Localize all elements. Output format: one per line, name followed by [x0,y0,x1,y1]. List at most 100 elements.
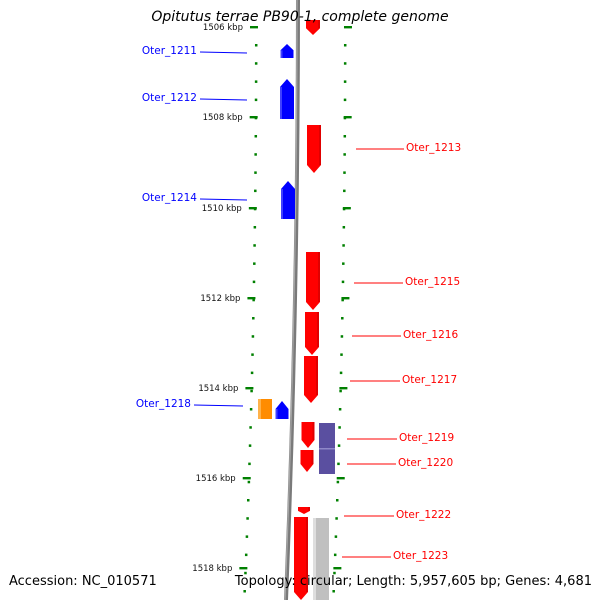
ruler-dot-left [252,298,255,302]
gene-label-oter-1216[interactable]: Oter_1216 [403,329,458,341]
leader-line-oter-1211 [199,51,248,54]
ruler-dot-right [334,535,338,538]
scale-tick-mark-left [247,297,256,300]
scale-tick-mark-left [245,387,254,390]
scale-tick-mark-right [339,387,348,390]
gene-feature-partial-top[interactable] [306,20,320,35]
ruler-dot-right [342,262,345,265]
gene-label-oter-1219[interactable]: Oter_1219 [399,432,454,444]
leader-line-oter-1214 [199,198,248,201]
ruler-dot-left [247,480,251,484]
gene-feature-oter-1211-shade [280,50,283,58]
leader-line-oter-1212 [199,98,248,101]
ruler-dot-left [251,335,255,338]
genome-title: Opitutus terrae PB90-1, complete genome [151,9,449,25]
scale-tick-mark-right [341,297,350,300]
gene-feature-oter-1219-shade [312,422,315,440]
ruler-dot-left [253,244,256,247]
ruler-dot-right [343,62,347,65]
scale-tick-mark-right [333,567,342,570]
gene-feature-oter-1216[interactable] [305,312,319,355]
ruler-dot-left [244,571,247,575]
gene-feature-oter-1213[interactable] [307,125,321,173]
ruler-dot-left [249,426,252,429]
gene-label-oter-1213[interactable]: Oter_1213 [406,142,461,154]
gene-label-oter-1220[interactable]: Oter_1220 [398,457,453,469]
gene-labels: Oter_1211 Oter_1212 Oter_1213 Oter_1214 Oter… [136,45,461,562]
scale-tick-label: 1514 kbp [198,384,238,394]
ruler-dot-left [254,44,258,47]
genome-backbone [284,0,300,600]
gene-feature-oter-1218[interactable] [275,401,289,419]
gene-feature-oter-1218-shade [275,409,278,419]
scale-tick-label: 1508 kbp [203,113,243,123]
ruler-dot-right [339,389,342,393]
ruler-dot-left [248,462,251,466]
ruler-dot-left [243,590,246,593]
scale-tick-label: 1512 kbp [200,294,240,304]
gene-feature-oter-1219[interactable] [301,422,315,448]
ruler-dot-right [339,371,343,375]
scale-ticks: 1506 kbp 1508 kbp 1510 kbp 1512 kbp 1514 kbp… [192,23,352,574]
gene-label-oter-1217[interactable]: Oter_1217 [402,374,457,386]
gene-feature-oter-1212-shade [280,87,282,119]
ruler-dot-right [333,571,336,575]
gene-feature-oter-1212[interactable] [280,79,294,119]
gene-feature-purple-divider [319,448,335,450]
ruler-dot-left [244,553,248,557]
gene-feature-oter-1220-shade [311,450,314,464]
ruler-dot-left [254,135,258,138]
gene-feature-oter-1215[interactable] [306,252,320,310]
gene-label-oter-1214[interactable]: Oter_1214 [142,192,197,204]
ruler-dot-right [340,353,343,356]
ruler-dot-right [342,244,345,247]
ruler-dot-right [343,44,347,47]
gene-label-oter-1222[interactable]: Oter_1222 [396,509,451,521]
gene-label-oter-1212[interactable]: Oter_1212 [142,92,197,104]
gene-feature-oter-1223[interactable] [294,517,308,600]
gene-feature-oter-1222-shade [308,507,310,511]
ruler-dot-left [254,98,258,102]
gene-label-oter-1223[interactable]: Oter_1223 [393,550,448,562]
gene-feature-oter-1217-shade [316,356,318,395]
ruler-dot-right [342,226,346,229]
gene-feature-oter-1217[interactable] [304,356,318,403]
scale-tick-mark-right [342,207,351,210]
gene-feature-oter-1223-shade [306,517,308,592]
gene-feature-orange[interactable] [258,399,272,419]
ruler-dot-right [341,317,344,320]
accession-text: Accession: NC_010571 [9,574,157,589]
ruler-dot-left [247,499,250,502]
ruler-dot-right [343,189,346,193]
gene-feature-gray[interactable] [313,518,329,600]
ruler-dot-right [332,590,335,593]
gene-feature-oter-1220[interactable] [300,450,314,472]
ruler-dot-left [250,389,253,393]
genome-backbone-highlight [284,0,298,600]
gene-label-oter-1218[interactable]: Oter_1218 [136,398,191,410]
ruler-dot-left [254,189,257,193]
genome-summary: Topology: circular; Length: 5,957,605 bp… [234,574,592,589]
scale-tick-label: 1506 kbp [203,23,243,33]
ruler-dot-right [343,135,347,138]
ruler-dot-right [335,517,338,520]
ruler-dot-right [340,335,344,338]
gene-feature-oter-1211[interactable] [280,44,294,58]
ruler-dot-right [336,480,340,484]
gene-label-oter-1211[interactable]: Oter_1211 [142,45,197,57]
ruler-dot-left [251,353,254,356]
ruler-dot-right [338,426,341,429]
gene-feature-oter-1222[interactable] [298,507,310,514]
ruler-dot-right [343,80,347,83]
ruler-dot-right [343,153,346,156]
ruler-dot-left [246,517,249,520]
ruler-dot-right [333,553,337,557]
gene-feature-orange-shade [258,399,261,419]
gene-feature-oter-1214[interactable] [281,181,295,219]
gene-feature-oter-1213-shade [319,125,321,165]
scale-tick-mark-left [248,207,257,210]
scale-tick-label: 1518 kbp [192,564,232,574]
gene-label-oter-1215[interactable]: Oter_1215 [405,276,460,288]
